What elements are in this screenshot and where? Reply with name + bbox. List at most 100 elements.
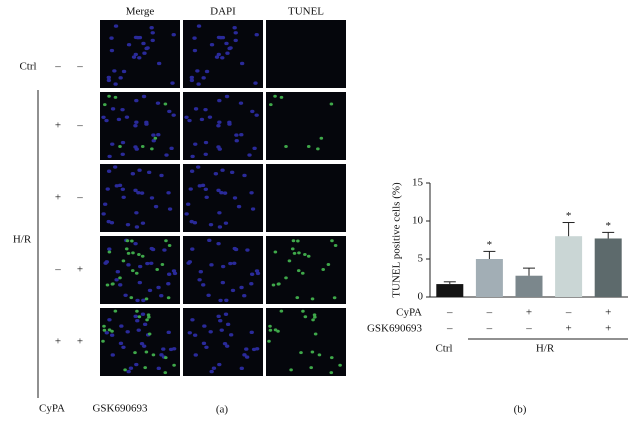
nucleus	[244, 355, 250, 359]
column-header: DAPI	[210, 6, 236, 18]
condition-sign: +	[565, 323, 571, 335]
nucleus	[159, 294, 164, 298]
tunel-cell	[134, 271, 139, 275]
micrograph	[266, 236, 346, 304]
nucleus	[119, 324, 124, 328]
tunel-cell	[102, 324, 106, 328]
tunel-cell	[330, 239, 334, 243]
nucleus	[139, 191, 145, 195]
nucleus	[239, 61, 245, 66]
nucleus	[254, 347, 260, 351]
tunel-cell	[137, 253, 141, 257]
tunel-cell	[144, 350, 149, 354]
nucleus	[250, 109, 255, 114]
tunel-cell	[310, 297, 315, 301]
nucleus	[213, 172, 219, 176]
tunel-cell	[123, 368, 127, 372]
nucleus	[220, 264, 226, 269]
micrograph	[100, 92, 180, 160]
nucleus	[239, 366, 244, 371]
nucleus	[249, 330, 254, 335]
tunel-cell	[312, 313, 317, 317]
nucleus	[242, 353, 247, 357]
nucleus	[254, 113, 259, 117]
tunel-cell	[121, 259, 126, 263]
nucleus	[206, 293, 211, 297]
nucleus	[149, 26, 154, 30]
nucleus	[110, 353, 115, 357]
tunel-cell	[338, 363, 342, 367]
nucleus	[123, 293, 128, 297]
nucleus	[147, 288, 153, 293]
condition-sign: +	[55, 120, 61, 132]
nucleus	[242, 294, 247, 298]
nucleus	[150, 38, 155, 43]
nucleus	[228, 333, 234, 337]
nucleus	[224, 344, 230, 348]
tunel-cell	[279, 95, 284, 99]
tunel-cell	[163, 371, 168, 375]
nucleus	[254, 269, 260, 273]
nucleus	[116, 117, 122, 122]
nucleus	[216, 241, 221, 246]
nucleus	[162, 248, 167, 252]
nucleus	[117, 183, 123, 188]
bar	[436, 284, 464, 297]
nucleus	[253, 81, 258, 85]
nucleus	[103, 261, 108, 265]
nucleus	[201, 341, 207, 346]
tunel-cell	[167, 244, 172, 248]
nucleus	[252, 146, 257, 151]
nucleus	[137, 264, 143, 269]
nucleus	[209, 43, 215, 47]
tunel-cell	[310, 350, 315, 354]
nucleus	[114, 278, 119, 282]
nucleus	[167, 109, 172, 114]
nucleus	[225, 51, 230, 55]
nucleus	[234, 133, 239, 137]
nucleus	[159, 173, 164, 178]
nucleus	[104, 118, 109, 123]
nucleus	[109, 48, 115, 53]
nucleus	[203, 107, 208, 112]
nucleus	[101, 115, 106, 120]
nucleus	[187, 118, 192, 123]
nucleus	[121, 195, 126, 199]
nucleus	[144, 122, 149, 126]
tunel-cell	[166, 296, 171, 300]
tunel-cell	[269, 103, 273, 107]
nucleus	[120, 107, 125, 112]
tunel-cell	[129, 296, 134, 300]
nucleus	[126, 369, 131, 374]
nucleus	[238, 101, 244, 105]
condition-label: CyPA	[396, 307, 422, 319]
nucleus	[133, 52, 138, 57]
nucleus	[220, 280, 226, 285]
tunel-cell	[303, 253, 307, 257]
nucleus	[244, 347, 249, 351]
tunel-cell	[300, 271, 305, 275]
nucleus	[164, 153, 169, 157]
micrograph	[183, 308, 263, 376]
condition-sign: +	[77, 264, 83, 276]
bar	[594, 238, 622, 297]
nucleus	[208, 222, 214, 227]
nucleus	[239, 285, 244, 290]
y-tick-label: 10	[412, 215, 424, 227]
nucleus	[217, 362, 222, 367]
tunel-cell	[147, 315, 151, 319]
nucleus	[166, 282, 171, 286]
tunel-cell	[153, 136, 158, 140]
tunel-cell	[313, 315, 317, 319]
nucleus	[135, 298, 140, 303]
nucleus	[185, 202, 191, 206]
nucleus	[114, 184, 119, 188]
nucleus	[236, 204, 242, 209]
condition-label: GSK690693	[367, 323, 423, 335]
nucleus	[192, 36, 197, 40]
nucleus	[192, 221, 198, 225]
nucleus	[249, 282, 254, 286]
nucleus	[217, 120, 222, 124]
nucleus	[156, 366, 161, 371]
nucleus	[187, 331, 192, 335]
